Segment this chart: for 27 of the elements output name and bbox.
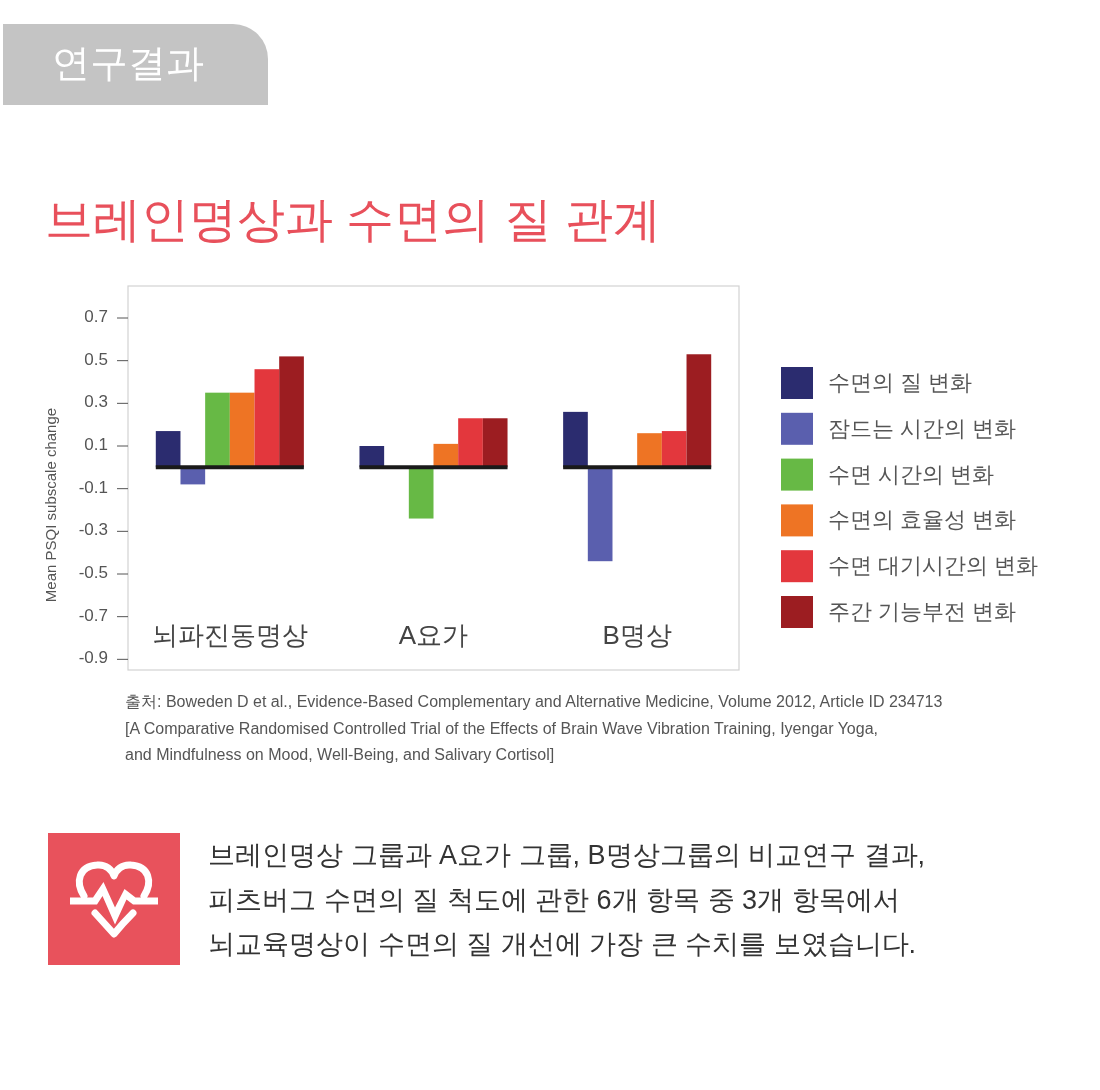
body-text: 피츠버그 수면의 질 척도에 관한 6개 항목 중 3개 항목에서 xyxy=(208,884,900,915)
legend-label: 잠드는 시간의 변화 xyxy=(828,415,1017,441)
ytick-label: 0.5 xyxy=(84,350,108,370)
ylabel: Mean PSQI subscale change xyxy=(42,407,59,603)
legend-label: 수면 시간의 변화 xyxy=(828,461,995,487)
title: 브레인명상과 수면의 질 관계 xyxy=(45,193,661,246)
ytick-label: 0.7 xyxy=(84,307,108,327)
source: [A Comparative Randomised Controlled Trial of the Effects of Brain Wave Vibration Training, Iyengar Yoga, xyxy=(125,719,878,737)
legend-label: 주간 기능부전 변화 xyxy=(828,598,1017,624)
ytick-label: -0.5 xyxy=(78,563,108,583)
source: 출처: Boweden D et al., Evidence-Based Complementary and Alternative Medicine, Volume 2012, Article ID 234713 xyxy=(125,693,943,711)
category-label: B명상 xyxy=(602,619,672,650)
ytick-label: 0.3 xyxy=(84,392,108,412)
legend-label: 수면의 질 변화 xyxy=(828,369,973,395)
legend-label: 수면 대기시간의 변화 xyxy=(828,553,1039,578)
source: and Mindfulness on Mood, Well-Being, and Salivary Cortisol] xyxy=(125,746,555,764)
ytick-label: -0.3 xyxy=(78,520,108,540)
ytick-label: -0.1 xyxy=(78,478,108,498)
body-text: 뇌교육명상이 수면의 질 개선에 가장 큰 수치를 보였습니다. xyxy=(208,929,916,960)
ytick-label: 0.1 xyxy=(84,435,108,455)
ytick-label: -0.9 xyxy=(78,648,108,668)
category-label: A요가 xyxy=(398,619,469,650)
header: 연구결과 xyxy=(52,42,204,85)
ytick-label: -0.7 xyxy=(78,606,108,626)
category-label: 뇌파진동명상 xyxy=(151,619,308,650)
body-text: 브레인명상 그룹과 A요가 그룹, B명상그룹의 비교연구 결과, xyxy=(208,840,926,871)
legend-label: 수면의 효율성 변화 xyxy=(828,507,1017,533)
